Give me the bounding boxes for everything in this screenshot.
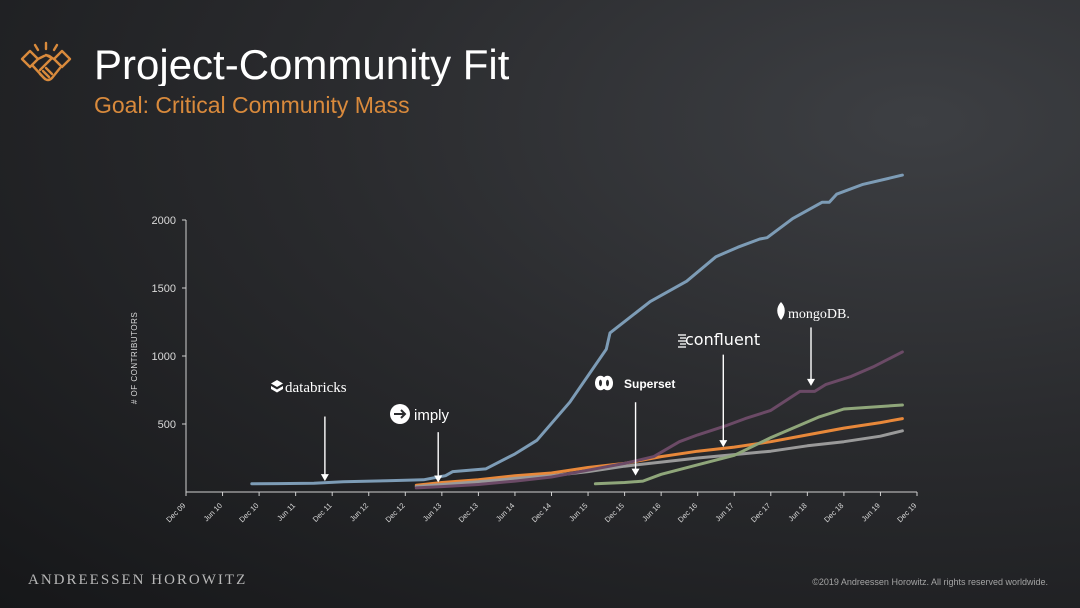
chart-logos: databricks imply Superset confluent mongoDB. xyxy=(271,302,850,424)
y-tick-label: 500 xyxy=(158,419,176,431)
y-tick-label: 1000 xyxy=(152,351,176,363)
x-tick-label: Dec 15 xyxy=(603,501,626,524)
slide-title: Project-Community Fit xyxy=(94,41,510,86)
x-tick-label: Jun 19 xyxy=(860,501,882,523)
series-line-4 xyxy=(414,350,904,490)
x-tick-label: Dec 13 xyxy=(457,501,480,524)
series-line-3 xyxy=(414,429,904,489)
annotation-arrowhead xyxy=(719,440,728,448)
y-tick-label: 1500 xyxy=(152,283,176,295)
x-tick-label: Jun 13 xyxy=(421,501,443,523)
mongodb-logo: mongoDB. xyxy=(777,302,850,322)
x-tick-label: Jun 17 xyxy=(713,501,735,523)
imply-wordmark: imply xyxy=(414,407,450,424)
annotation-arrowhead xyxy=(631,468,640,476)
series-line-2 xyxy=(414,417,904,487)
x-tick-label: Jun 15 xyxy=(567,501,589,523)
superset-logo: Superset xyxy=(594,375,675,391)
annotation-arrowhead xyxy=(320,474,329,482)
series-line-5 xyxy=(593,403,904,486)
confluent-wordmark: confluent xyxy=(685,330,760,349)
confluent-logo: confluent xyxy=(678,330,760,349)
imply-arrow-icon xyxy=(394,409,407,419)
slide-subtitle: Goal: Critical Community Mass xyxy=(94,92,410,118)
mongodb-wordmark: mongoDB. xyxy=(788,307,850,322)
annotation-arrowhead xyxy=(807,378,816,386)
x-tick-label: Dec 17 xyxy=(749,501,772,524)
x-tick-label: Jun 12 xyxy=(348,501,370,523)
handshake-icon xyxy=(20,41,72,82)
x-tick-label: Jun 16 xyxy=(640,501,662,523)
databricks-mark-icon xyxy=(271,386,283,393)
x-tick-label: Dec 19 xyxy=(895,501,918,524)
mongodb-leaf-icon xyxy=(777,302,785,320)
superset-infinity-icon xyxy=(594,375,614,391)
databricks-wordmark: databricks xyxy=(285,380,347,396)
y-axis-title: # OF CONTRIBUTORS xyxy=(130,312,139,404)
x-tick-label: Dec 11 xyxy=(311,501,334,524)
series-line-1 xyxy=(250,173,904,486)
footer-brand: ANDREESSEN HOROWITZ xyxy=(28,572,248,588)
chart-annotations xyxy=(320,327,816,483)
x-tick-label: Dec 09 xyxy=(164,501,187,524)
x-tick-label: Jun 11 xyxy=(275,501,297,523)
x-tick-label: Jun 10 xyxy=(202,501,224,523)
chart-axes: 500 1000 1500 2000 Dec 09 Jun 10 Dec 10 Jun 11 D… xyxy=(130,215,918,524)
superset-wordmark: Superset xyxy=(624,377,675,391)
x-tick-label: Jun 14 xyxy=(494,501,516,523)
imply-logo: imply xyxy=(390,404,450,424)
x-tick-label: Dec 18 xyxy=(822,501,845,524)
x-tick-label: Dec 10 xyxy=(237,501,260,524)
x-tick-label: Dec 12 xyxy=(384,501,407,524)
y-tick-label: 2000 xyxy=(152,215,176,227)
x-tick-label: Dec 14 xyxy=(530,501,553,524)
chart-series xyxy=(250,173,904,490)
x-tick-label: Jun 18 xyxy=(786,501,808,523)
annotation-arrowhead xyxy=(434,475,443,483)
databricks-logo: databricks xyxy=(271,380,347,396)
databricks-mark-icon xyxy=(271,380,283,387)
x-tick-label: Dec 16 xyxy=(676,501,699,524)
footer-copyright: ©2019 Andreessen Horowitz. All rights re… xyxy=(812,577,1048,587)
